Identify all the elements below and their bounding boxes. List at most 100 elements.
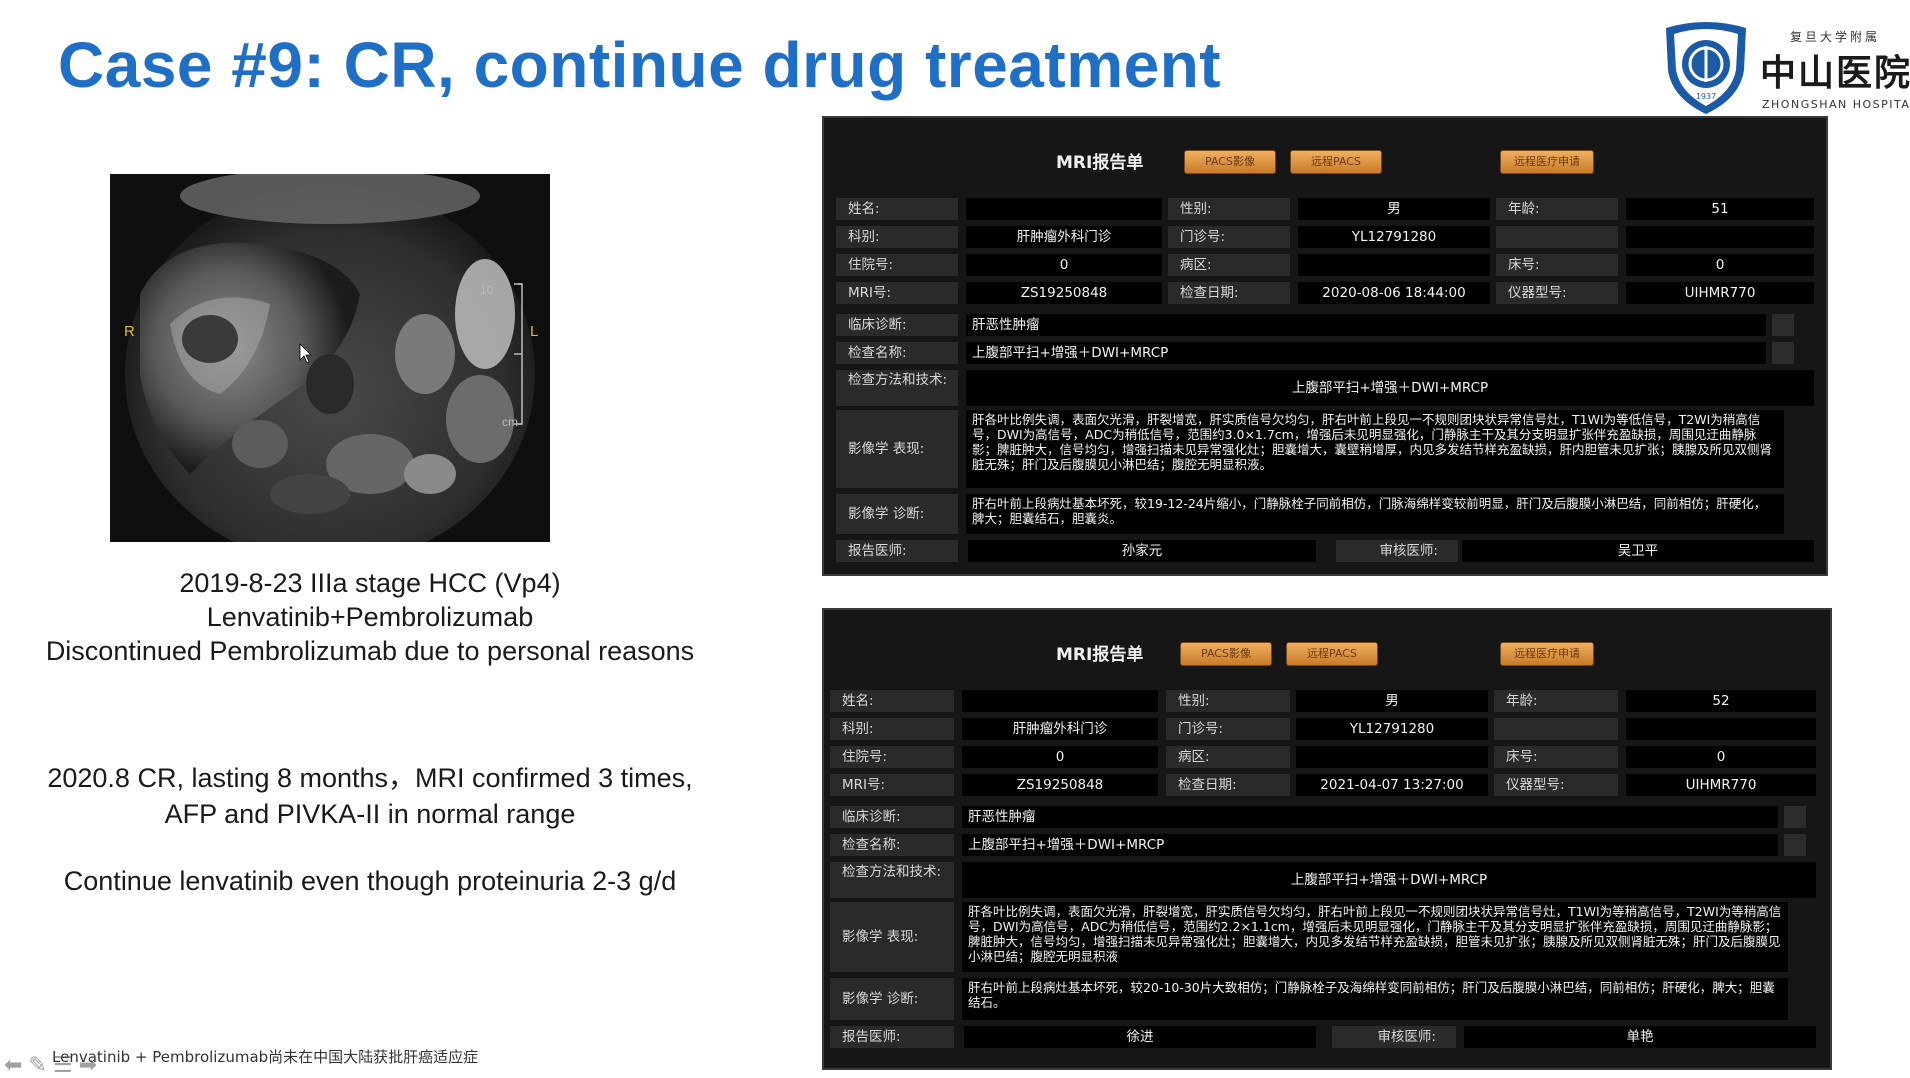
row-indicator xyxy=(1772,342,1794,364)
label-inpatient-no: 住院号: xyxy=(836,254,958,276)
label-dept: 科别: xyxy=(830,718,954,740)
label-exam-name: 检查名称: xyxy=(836,342,958,364)
label-impression: 影像学 诊断: xyxy=(830,978,954,1020)
label-bed: 床号: xyxy=(1494,746,1618,768)
value-age: 52 xyxy=(1626,690,1816,712)
value-impression: 肝右叶前上段病灶基本坏死，较20-10-30片大致相仿；门静脉栓子及海绵样变同前… xyxy=(962,978,1788,1020)
value-ward xyxy=(1296,746,1488,768)
value-impression: 肝右叶前上段病灶基本坏死，较19-12-24片缩小，门静脉栓子同前相仿，门脉海绵… xyxy=(966,494,1784,534)
value-exam-name: 上腹部平扫+增强＋DWI+MRCP xyxy=(962,834,1778,856)
label-clinic-no: 门诊号: xyxy=(1166,718,1290,740)
label-age: 年龄: xyxy=(1494,690,1618,712)
value-method: 上腹部平扫+增强＋DWI+MRCP xyxy=(966,370,1814,406)
value-reporter: 徐进 xyxy=(964,1026,1316,1048)
label-findings: 影像学 表现: xyxy=(836,410,958,488)
label-method: 检查方法和技术: xyxy=(836,370,958,406)
logo-hospital-name: 中山医院 xyxy=(1760,53,1910,94)
label-device: 仪器型号: xyxy=(1496,282,1618,304)
value-inpatient-no: 0 xyxy=(962,746,1158,768)
value-gender: 男 xyxy=(1298,198,1490,220)
label-ward: 病区: xyxy=(1168,254,1290,276)
response-text: 2020.8 CR, lasting 8 months，MRI confirme… xyxy=(0,760,740,832)
pacs-image-button[interactable]: PACS影像 xyxy=(1184,150,1276,174)
value-empty xyxy=(1626,226,1814,248)
value-device: UIHMR770 xyxy=(1626,282,1814,304)
hospital-shield-icon: 1937 xyxy=(1666,22,1746,114)
value-age: 51 xyxy=(1626,198,1814,220)
report-title: MRI报告单 xyxy=(1056,645,1144,665)
image-scale-number: 10 xyxy=(480,283,494,297)
value-mri-no: ZS19250848 xyxy=(962,774,1158,796)
label-reviewer: 审核医师: xyxy=(1332,1026,1456,1048)
label-name: 姓名: xyxy=(830,690,954,712)
label-reviewer: 审核医师: xyxy=(1336,540,1458,562)
value-bed: 0 xyxy=(1626,746,1816,768)
value-inpatient-no: 0 xyxy=(966,254,1162,276)
remote-consult-button[interactable]: 远程医疗申请 xyxy=(1500,642,1594,666)
label-dept: 科别: xyxy=(836,226,958,248)
value-ward xyxy=(1298,254,1490,276)
case-history-line-3: Discontinued Pembrolizumab due to person… xyxy=(45,636,695,666)
image-label-left: L xyxy=(530,323,538,340)
mri-report-2020: MRI报告单 PACS影像 远程PACS 远程医疗申请 姓名: 性别: 男 年龄… xyxy=(822,116,1828,576)
label-reporter: 报告医师: xyxy=(836,540,958,562)
value-reporter: 孙家元 xyxy=(968,540,1316,562)
slide-nav-controls: ⬅ ✎ ☰ ➡ xyxy=(4,1054,97,1076)
slide-title: Case #9: CR, continue drug treatment xyxy=(58,29,1222,101)
pacs-image-button[interactable]: PACS影像 xyxy=(1180,642,1272,666)
label-mri-no: MRI号: xyxy=(836,282,958,304)
label-exam-name: 检查名称: xyxy=(830,834,954,856)
mouse-cursor-icon xyxy=(299,343,312,364)
case-history-line-1: 2019-8-23 IIIa stage HCC (Vp4) xyxy=(179,568,561,598)
value-findings: 肝各叶比例失调，表面欠光滑，肝裂增宽，肝实质信号欠均匀，肝右叶前上段见一不规则团… xyxy=(962,902,1788,972)
arrow-right-icon[interactable]: ➡ xyxy=(78,1052,98,1077)
image-scale-unit: cm xyxy=(502,415,518,429)
response-line-1: 2020.8 CR, lasting 8 months，MRI confirme… xyxy=(47,763,693,793)
label-age: 年龄: xyxy=(1496,198,1618,220)
label-mri-no: MRI号: xyxy=(830,774,954,796)
label-reporter: 报告医师: xyxy=(830,1026,954,1048)
approval-footnote: Lenvatinib + Pembrolizumab尚未在中国大陆获批肝癌适应症 xyxy=(52,1048,479,1066)
value-method: 上腹部平扫+增强＋DWI+MRCP xyxy=(962,862,1816,898)
label-clinic-no: 门诊号: xyxy=(1168,226,1290,248)
image-label-right: R xyxy=(124,323,135,340)
label-gender: 性别: xyxy=(1166,690,1290,712)
logo-subtitle: 复旦大学附属 xyxy=(1790,30,1881,44)
label-findings: 影像学 表现: xyxy=(830,902,954,972)
row-indicator xyxy=(1784,806,1806,828)
value-clinic-no: YL12791280 xyxy=(1298,226,1490,248)
mri-scan-image: R L 10 cm xyxy=(110,174,550,542)
value-reviewer: 吴卫平 xyxy=(1462,540,1814,562)
value-dept: 肝肿瘤外科门诊 xyxy=(962,718,1158,740)
case-history-line-2: Lenvatinib+Pembrolizumab xyxy=(206,602,534,632)
menu-icon[interactable]: ☰ xyxy=(52,1052,73,1077)
value-exam-name: 上腹部平扫+增强＋DWI+MRCP xyxy=(966,342,1766,364)
pen-icon[interactable]: ✎ xyxy=(28,1052,47,1077)
continue-treatment-text: Continue lenvatinib even though proteinu… xyxy=(63,866,677,896)
row-indicator xyxy=(1772,314,1794,336)
value-device: UIHMR770 xyxy=(1626,774,1816,796)
mri-scan-graphic: R L 10 cm xyxy=(110,174,550,542)
remote-pacs-button[interactable]: 远程PACS xyxy=(1286,642,1378,666)
response-line-2: AFP and PIVKA-II in normal range xyxy=(164,799,576,829)
value-name xyxy=(966,198,1162,220)
value-empty xyxy=(1626,718,1816,740)
arrow-left-icon[interactable]: ⬅ xyxy=(4,1052,23,1077)
label-impression: 影像学 诊断: xyxy=(836,494,958,534)
remote-consult-button[interactable]: 远程医疗申请 xyxy=(1500,150,1594,174)
label-method: 检查方法和技术: xyxy=(830,862,954,898)
remote-pacs-button[interactable]: 远程PACS xyxy=(1290,150,1382,174)
case-history-text: 2019-8-23 IIIa stage HCC (Vp4) Lenvatini… xyxy=(0,566,740,668)
value-clinical-dx: 肝恶性肿瘤 xyxy=(966,314,1766,336)
value-reviewer: 单艳 xyxy=(1464,1026,1816,1048)
value-gender: 男 xyxy=(1296,690,1488,712)
label-inpatient-no: 住院号: xyxy=(830,746,954,768)
label-bed: 床号: xyxy=(1496,254,1618,276)
label-gender: 性别: xyxy=(1168,198,1290,220)
value-exam-date: 2020-08-06 18:44:00 xyxy=(1298,282,1490,304)
label-empty xyxy=(1494,718,1618,740)
value-dept: 肝肿瘤外科门诊 xyxy=(966,226,1162,248)
label-ward: 病区: xyxy=(1166,746,1290,768)
label-clinical-dx: 临床诊断: xyxy=(836,314,958,336)
mri-report-2021: MRI报告单 PACS影像 远程PACS 远程医疗申请 姓名: 性别: 男 年龄… xyxy=(822,608,1832,1070)
